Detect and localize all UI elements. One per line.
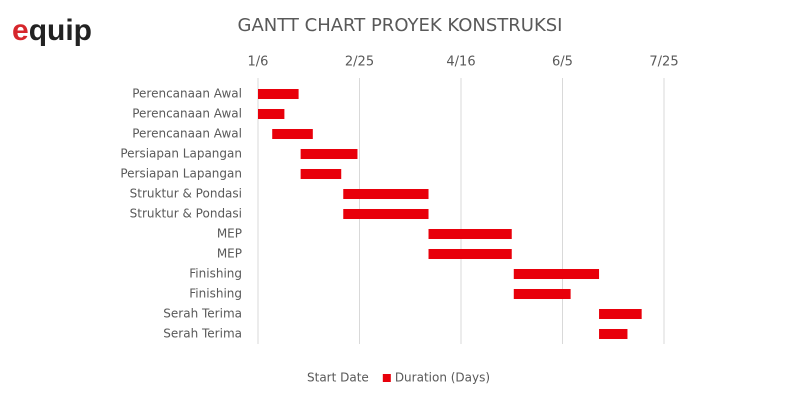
- x-tick-label: 7/25: [649, 55, 678, 70]
- y-tick-label: MEP: [217, 247, 242, 261]
- y-tick-label: Perencanaan Awal: [132, 87, 242, 101]
- bar: [258, 249, 429, 259]
- bar: [258, 89, 299, 99]
- x-tick-label: 2/25: [345, 55, 374, 70]
- bar: [258, 329, 599, 339]
- y-tick-label: Perencanaan Awal: [132, 127, 242, 141]
- chart-title: GANTT CHART PROYEK KONSTRUKSI: [238, 15, 563, 36]
- y-tick-label: Finishing: [189, 267, 242, 281]
- y-tick-label: Finishing: [189, 287, 242, 301]
- bar: [428, 229, 512, 239]
- bar: [258, 169, 301, 179]
- logo-accent: e: [12, 14, 29, 47]
- x-tick-label: 6/5: [552, 55, 573, 70]
- logo: equip: [12, 14, 92, 47]
- bar: [258, 189, 343, 199]
- y-tick-label: Struktur & Pondasi: [130, 187, 242, 201]
- bar: [258, 229, 429, 239]
- y-tick-label: Serah Terima: [163, 307, 242, 321]
- y-tick-label: Persiapan Lapangan: [120, 147, 242, 161]
- bar: [300, 149, 358, 159]
- y-tick-label: Perencanaan Awal: [132, 107, 242, 121]
- bar: [300, 169, 342, 179]
- bar: [258, 109, 285, 119]
- bar: [343, 209, 429, 219]
- legend-label: Duration (Days): [395, 371, 490, 385]
- bar: [599, 329, 628, 339]
- bar: [258, 149, 301, 159]
- bar: [599, 309, 642, 319]
- bar: [258, 129, 272, 139]
- bar: [513, 269, 600, 279]
- logo-rest: quip: [29, 14, 92, 47]
- bar: [343, 189, 429, 199]
- y-tick-label: Struktur & Pondasi: [130, 207, 242, 221]
- bar: [258, 289, 514, 299]
- legend-swatch: [382, 374, 391, 382]
- x-tick-label: 1/6: [248, 55, 269, 70]
- bar: [258, 209, 343, 219]
- y-tick-label: Persiapan Lapangan: [120, 167, 242, 181]
- y-tick-label: MEP: [217, 227, 242, 241]
- bar: [428, 249, 512, 259]
- x-tick-label: 4/16: [446, 55, 475, 70]
- bar: [258, 309, 599, 319]
- y-tick-label: Serah Terima: [163, 327, 242, 341]
- bar: [513, 289, 571, 299]
- bar: [258, 269, 514, 279]
- bar: [272, 129, 313, 139]
- legend-label: Start Date: [307, 371, 369, 385]
